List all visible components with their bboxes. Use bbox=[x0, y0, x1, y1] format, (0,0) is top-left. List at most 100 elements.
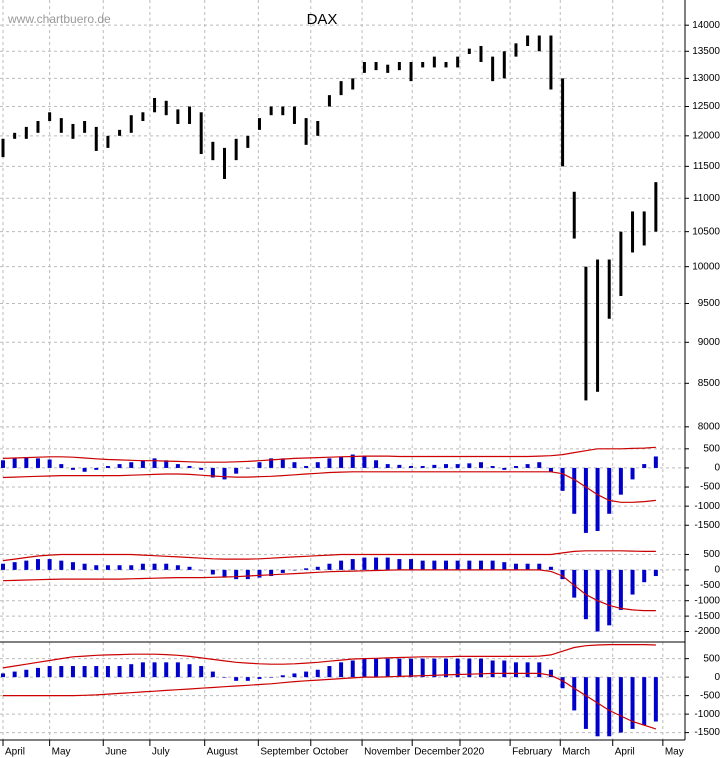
histogram-bar bbox=[502, 467, 507, 470]
band-line bbox=[3, 672, 657, 730]
y-tick-label: 9000 bbox=[698, 337, 721, 348]
histogram-bar bbox=[234, 467, 239, 474]
y-tick-label: 9500 bbox=[698, 298, 721, 309]
histogram-bar bbox=[350, 559, 355, 570]
y-tick-label: -500 bbox=[700, 690, 720, 701]
histogram-bar bbox=[292, 462, 297, 468]
histogram-bar bbox=[490, 466, 495, 468]
y-tick-label: -1500 bbox=[694, 520, 720, 531]
y-tick-label: 0 bbox=[714, 463, 720, 474]
histogram-bar bbox=[94, 666, 99, 678]
histogram-bar bbox=[59, 560, 64, 570]
histogram-bar bbox=[595, 677, 600, 737]
price-bar bbox=[642, 211, 646, 246]
histogram-bar bbox=[280, 675, 285, 678]
histogram-bar bbox=[105, 466, 110, 468]
x-tick-label: May bbox=[52, 747, 71, 758]
x-tick-label: June bbox=[105, 747, 127, 758]
histogram-bar bbox=[362, 557, 367, 570]
price-bar bbox=[549, 35, 553, 90]
histogram-bar bbox=[339, 456, 344, 468]
histogram-bar bbox=[409, 658, 414, 678]
histogram-bar bbox=[175, 464, 180, 468]
band-line bbox=[2, 569, 656, 612]
histogram-bar bbox=[245, 569, 250, 580]
y-tick-label: 0 bbox=[714, 565, 720, 576]
histogram-bar bbox=[129, 565, 134, 570]
histogram-bar bbox=[152, 458, 157, 468]
histogram-bar bbox=[502, 660, 507, 678]
histogram-bar bbox=[140, 460, 145, 468]
histogram-bar bbox=[478, 560, 483, 570]
histogram-bar bbox=[397, 464, 402, 468]
price-bar bbox=[223, 147, 227, 179]
histogram-bar bbox=[304, 568, 309, 570]
histogram-bar bbox=[327, 666, 332, 678]
price-bar bbox=[572, 191, 576, 239]
histogram-bar bbox=[199, 666, 204, 678]
price-bar bbox=[502, 51, 506, 79]
histogram-bar bbox=[234, 677, 239, 681]
histogram-bar bbox=[607, 467, 612, 514]
histogram-bar bbox=[24, 669, 29, 678]
histogram-bar bbox=[257, 677, 262, 679]
price-bar bbox=[607, 259, 611, 319]
price-bar bbox=[374, 61, 378, 71]
histogram-bar bbox=[525, 464, 530, 468]
histogram-bar bbox=[47, 666, 52, 678]
histogram-bar bbox=[583, 467, 588, 533]
band-line bbox=[2, 471, 656, 503]
histogram-bar bbox=[210, 671, 215, 678]
histogram-bar bbox=[12, 671, 17, 678]
y-tick-label: 11500 bbox=[693, 161, 721, 172]
histogram-bar bbox=[583, 677, 588, 729]
histogram-bar bbox=[70, 467, 75, 470]
price-bar bbox=[176, 109, 180, 124]
band-line bbox=[2, 446, 656, 463]
histogram-bar bbox=[129, 664, 134, 678]
histogram-bar bbox=[187, 664, 192, 678]
histogram-bar bbox=[537, 662, 542, 678]
x-tick-label: April bbox=[5, 747, 25, 758]
x-tick-label: December bbox=[414, 747, 461, 758]
y-tick-label: -1500 bbox=[694, 611, 720, 622]
histogram-bar bbox=[199, 467, 204, 470]
histogram-bar bbox=[537, 563, 542, 570]
histogram-bar bbox=[164, 662, 169, 678]
price-bar bbox=[153, 97, 157, 113]
histogram-bar bbox=[304, 671, 309, 678]
histogram-bar bbox=[12, 458, 17, 468]
histogram-bar bbox=[82, 563, 87, 570]
y-tick-label: 500 bbox=[703, 653, 720, 664]
histogram-bar bbox=[374, 658, 379, 678]
histogram-bar bbox=[59, 666, 64, 678]
price-bar bbox=[211, 141, 215, 161]
histogram-bar bbox=[35, 559, 40, 570]
price-bar bbox=[316, 121, 320, 136]
price-bar bbox=[409, 61, 413, 82]
histogram-bar bbox=[618, 467, 623, 495]
histogram-bar bbox=[502, 562, 507, 570]
histogram-bar bbox=[362, 658, 367, 678]
histogram-bar bbox=[187, 566, 192, 570]
histogram-bar bbox=[607, 677, 612, 737]
y-tick-label: -500 bbox=[700, 482, 720, 493]
histogram-bar bbox=[280, 569, 285, 573]
histogram-bar bbox=[339, 662, 344, 678]
histogram-bar bbox=[304, 466, 309, 468]
histogram-bar bbox=[315, 566, 320, 570]
histogram-bar bbox=[327, 563, 332, 570]
price-bar bbox=[362, 61, 366, 73]
price-bar bbox=[479, 45, 483, 62]
histogram-bar bbox=[385, 464, 390, 468]
x-tick-label: March bbox=[562, 747, 590, 758]
histogram-bar bbox=[560, 677, 565, 689]
histogram-bar bbox=[525, 662, 530, 678]
band-line bbox=[2, 550, 656, 562]
histogram-bar bbox=[339, 560, 344, 570]
price-bar bbox=[421, 61, 425, 68]
histogram-bar bbox=[70, 666, 75, 678]
histogram-bar bbox=[467, 658, 472, 678]
y-tick-label: 14000 bbox=[692, 20, 720, 31]
